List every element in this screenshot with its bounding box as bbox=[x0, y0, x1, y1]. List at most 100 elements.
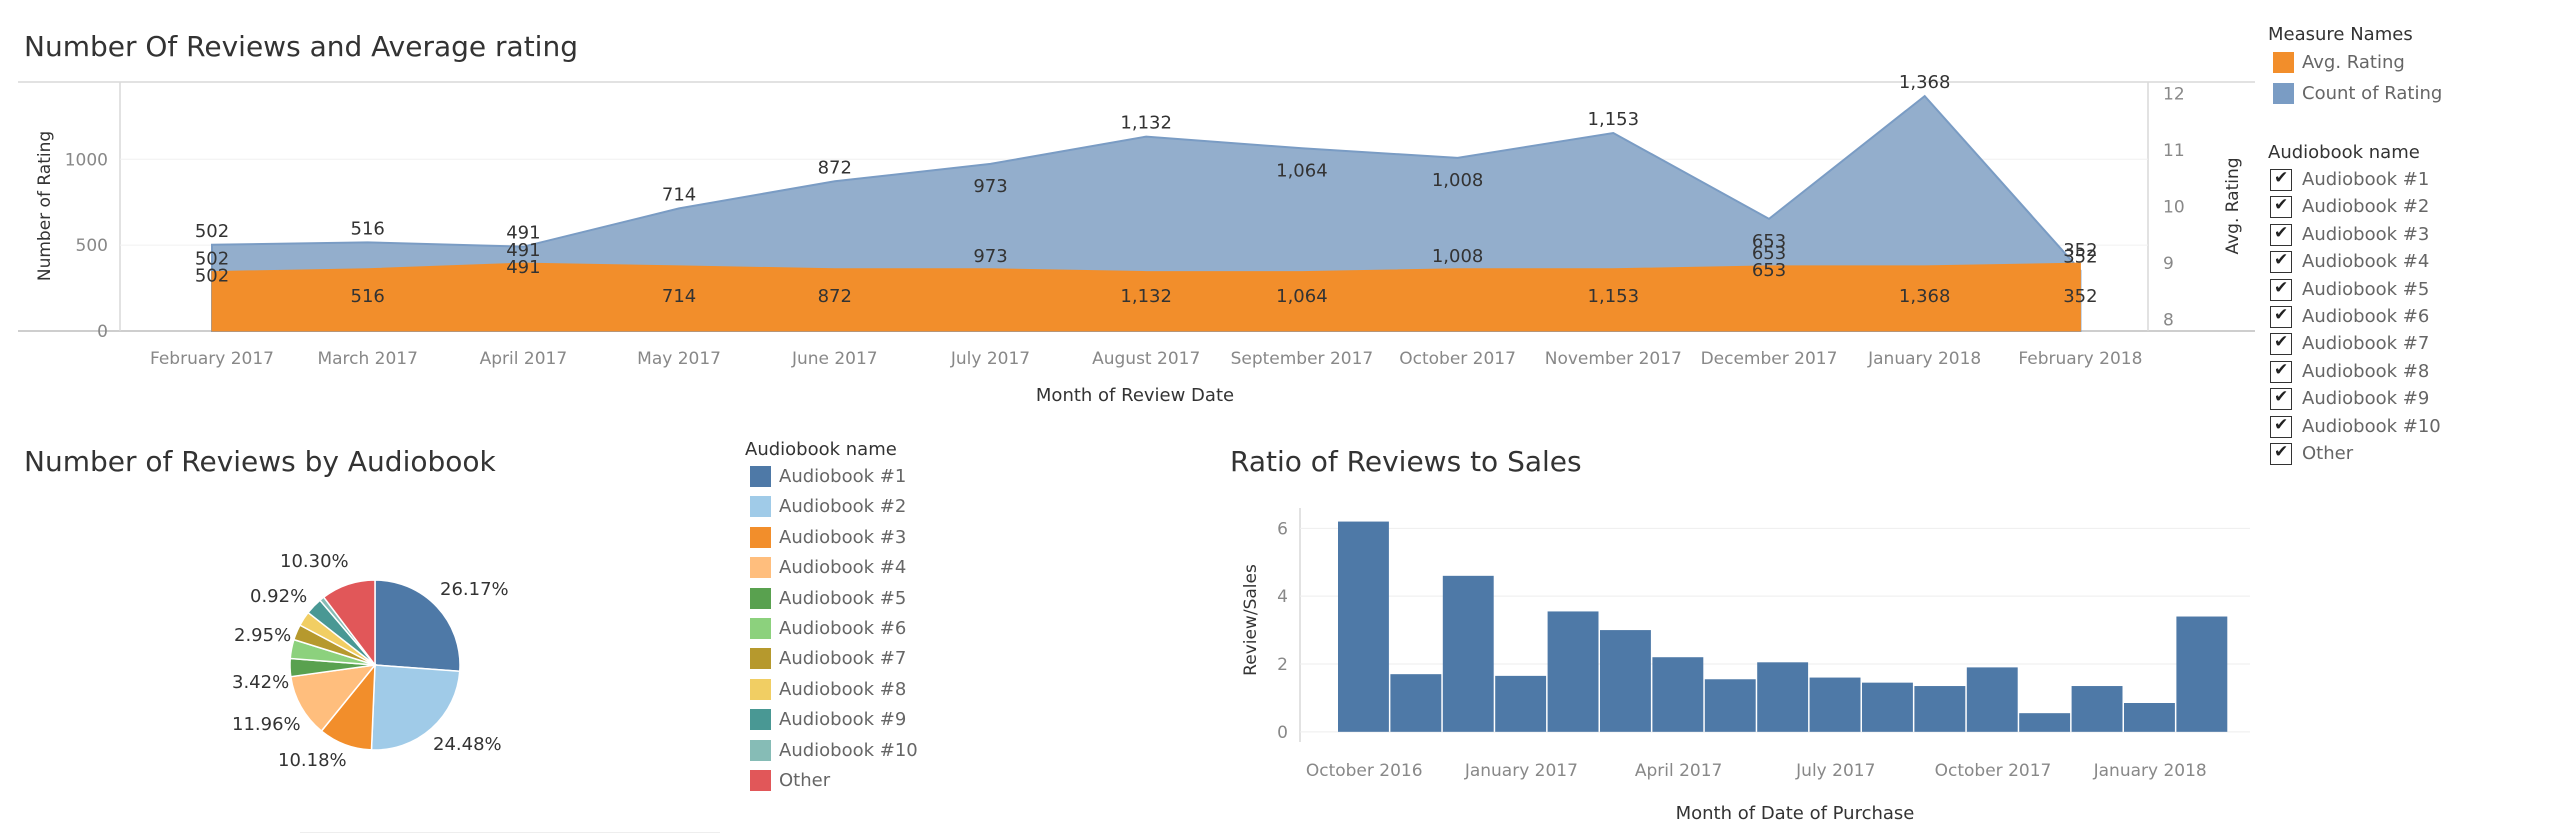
count-data-label: 1,064 bbox=[1276, 160, 1328, 181]
legend-swatch bbox=[750, 618, 771, 639]
legend-item-label: Audiobook #2 bbox=[779, 496, 907, 518]
measure-legend-title: Measure Names bbox=[2268, 24, 2413, 45]
legend-item-label: Count of Rating bbox=[2302, 83, 2443, 104]
rating-data-label: 1,064 bbox=[1276, 286, 1328, 307]
legend-swatch bbox=[750, 526, 771, 548]
bar bbox=[1652, 657, 1704, 732]
legend-item-label: Avg. Rating bbox=[2302, 52, 2405, 73]
count-data-label: 516 bbox=[351, 218, 385, 239]
rating-data-label: 491 bbox=[506, 257, 540, 278]
legend-swatch bbox=[750, 709, 771, 731]
y2-tick-label: 12 bbox=[2163, 84, 2185, 104]
bar bbox=[2019, 713, 2071, 732]
x-tick-label: April 2017 bbox=[1635, 761, 1723, 781]
pie-slice bbox=[370, 664, 461, 751]
rating-data-label: 1,153 bbox=[1588, 286, 1640, 307]
y2-tick-label: 10 bbox=[2163, 198, 2185, 218]
bar bbox=[1390, 674, 1442, 732]
count-data-label: 973 bbox=[973, 176, 1007, 197]
bar bbox=[1442, 575, 1494, 732]
rating-data-label: 502 bbox=[195, 249, 229, 270]
x-tick-label: January 2018 bbox=[2093, 761, 2207, 781]
bar bbox=[1547, 611, 1599, 732]
rating-data-label: 352 bbox=[2063, 240, 2097, 261]
x-tick-label: February 2017 bbox=[150, 349, 274, 369]
count-data-label: 1,132 bbox=[1120, 113, 1172, 134]
pie-slice-label: 26.17% bbox=[440, 579, 509, 600]
rating-data-label: 352 bbox=[2063, 286, 2097, 307]
legend-swatch bbox=[750, 678, 771, 700]
pie-slice-label: 3.42% bbox=[232, 672, 289, 693]
review-sales-bar-chart[interactable]: 0 2 4 6 October 2016 January 2017 April 2017 Ju… bbox=[1220, 490, 2260, 830]
rating-data-label: 1,368 bbox=[1899, 286, 1951, 307]
bar bbox=[1914, 686, 1966, 732]
x-axis-title: Month of Review Date bbox=[1036, 385, 1234, 406]
legend-swatch bbox=[750, 587, 771, 609]
legend-item-label: Audiobook #8 bbox=[779, 678, 907, 700]
y-tick-label: 0 bbox=[97, 322, 108, 342]
rating-data-label: 516 bbox=[351, 286, 385, 307]
y-axis-title: Number of Rating bbox=[35, 131, 55, 281]
filter-checkbox[interactable] bbox=[2270, 442, 2292, 465]
filter-checkbox[interactable] bbox=[2270, 415, 2292, 438]
filter-checkbox[interactable] bbox=[2270, 278, 2292, 301]
rating-data-label: 653 bbox=[1752, 260, 1786, 281]
bar bbox=[2071, 686, 2123, 732]
filter-checkbox[interactable] bbox=[2270, 168, 2292, 191]
legend-swatch bbox=[750, 648, 771, 670]
filter-item-label[interactable]: Audiobook #8 bbox=[2302, 360, 2430, 382]
pie-legend-title: Audiobook name bbox=[745, 439, 897, 460]
pie-chart-title: Number of Reviews by Audiobook bbox=[24, 445, 496, 478]
filter-item-label[interactable]: Audiobook #6 bbox=[2302, 306, 2430, 327]
bar bbox=[2124, 703, 2175, 732]
bar bbox=[1757, 662, 1809, 732]
pie-slice-label: 10.30% bbox=[280, 551, 349, 572]
legend-item-label: Audiobook #6 bbox=[779, 618, 907, 639]
x-tick-label: January 2018 bbox=[1867, 349, 1981, 369]
x-tick-label: October 2016 bbox=[1306, 761, 1423, 781]
legend-swatch bbox=[750, 770, 771, 791]
filter-checkbox[interactable] bbox=[2270, 250, 2292, 274]
reviews-pie-chart[interactable]: 26.17% 24.48% 10.18% 11.96% 3.42% 2.95% 0.92% 1… bbox=[150, 540, 570, 800]
y-tick-label: 2 bbox=[1277, 655, 1288, 675]
legend-item-label: Audiobook #9 bbox=[779, 709, 907, 731]
legend-item-label: Audiobook #3 bbox=[779, 526, 907, 548]
x-tick-label: June 2017 bbox=[791, 349, 878, 369]
x-tick-label: August 2017 bbox=[1092, 349, 1200, 369]
filter-item-label[interactable]: Audiobook #1 bbox=[2302, 169, 2430, 190]
legend-swatch bbox=[750, 739, 771, 761]
y-tick-label: 4 bbox=[1277, 587, 1288, 607]
bar bbox=[1809, 677, 1861, 732]
filter-checkbox[interactable] bbox=[2270, 360, 2292, 383]
filter-item-label[interactable]: Audiobook #10 bbox=[2302, 415, 2441, 437]
rating-data-label: 714 bbox=[662, 286, 696, 307]
count-data-label: 1,153 bbox=[1588, 109, 1640, 130]
y-tick-label: 6 bbox=[1277, 519, 1288, 539]
reviews-rating-area-chart[interactable]: 0 500 1000 8 9 10 11 12 Number of Rating Avg. Rat… bbox=[0, 0, 2260, 420]
y2-tick-label: 9 bbox=[2163, 254, 2174, 274]
pie-slice-label: 24.48% bbox=[433, 734, 502, 755]
filter-checkbox[interactable] bbox=[2270, 387, 2292, 411]
bar bbox=[1862, 682, 1913, 732]
count-data-label: 1,008 bbox=[1432, 170, 1484, 191]
filter-item-label[interactable]: Audiobook #5 bbox=[2302, 278, 2430, 300]
filter-item-label[interactable]: Audiobook #9 bbox=[2302, 388, 2430, 410]
bar bbox=[1338, 521, 1389, 732]
legend-item-label: Audiobook #5 bbox=[779, 587, 907, 609]
x-tick-label: April 2017 bbox=[480, 349, 568, 369]
pie-slice-label: 11.96% bbox=[232, 714, 301, 735]
x-tick-label: July 2017 bbox=[950, 349, 1030, 369]
filter-checkbox[interactable] bbox=[2270, 305, 2292, 328]
filter-checkbox[interactable] bbox=[2270, 332, 2292, 356]
filter-item-label[interactable]: Other bbox=[2302, 443, 2354, 464]
count-data-label: 352 bbox=[2063, 247, 2097, 268]
filter-item-label[interactable]: Audiobook #4 bbox=[2302, 251, 2430, 273]
pie-slice-label: 0.92% bbox=[250, 586, 307, 607]
filter-item-label[interactable]: Audiobook #7 bbox=[2302, 333, 2430, 355]
filter-item-label[interactable]: Audiobook #3 bbox=[2302, 223, 2430, 245]
legend-item-label: Audiobook #10 bbox=[779, 739, 918, 761]
filter-checkbox[interactable] bbox=[2270, 223, 2292, 246]
filter-checkbox[interactable] bbox=[2270, 195, 2292, 219]
filter-item-label[interactable]: Audiobook #2 bbox=[2302, 196, 2430, 218]
y-tick-label: 0 bbox=[1277, 723, 1288, 743]
